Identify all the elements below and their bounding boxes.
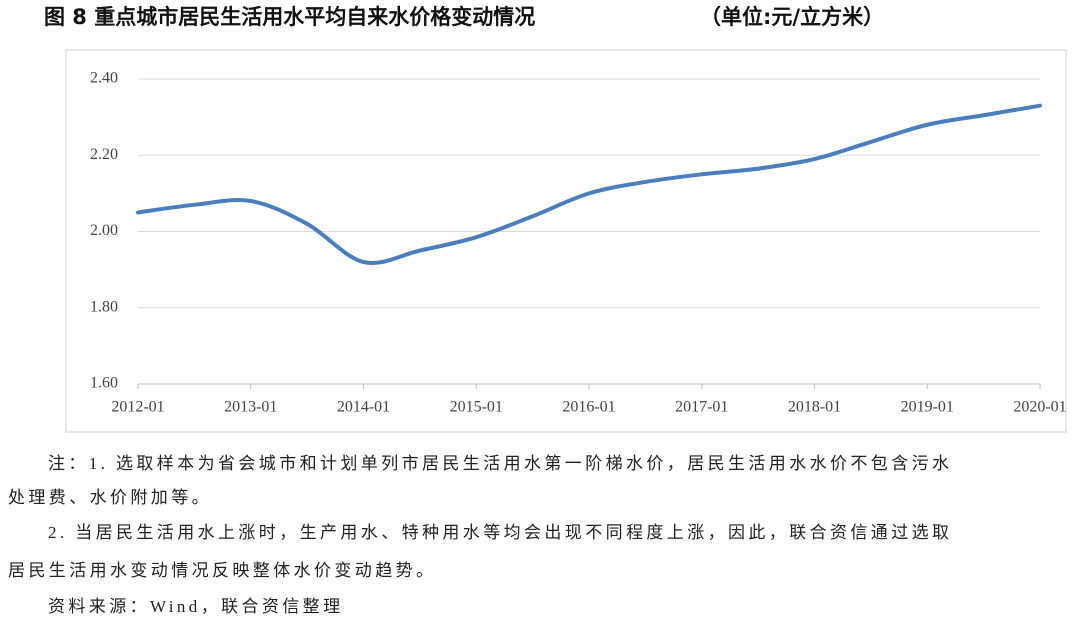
note: 2. 当居民生活用水上涨时，生产用水、特种用水等均会出现不同程度上涨，因此，联合… — [48, 523, 953, 542]
x-tick-label: 2020-01 — [1013, 399, 1066, 416]
chart-frame — [65, 49, 1067, 433]
x-tick-label: 2016-01 — [562, 399, 615, 416]
line-series — [136, 103, 1042, 265]
chart-title: 图 8 重点城市居民生活用水平均自来水价格变动情况 — [44, 5, 535, 29]
note: 处理费、水价附加等。 — [8, 488, 212, 507]
chart-subtitle: （单位:元/立方米） — [700, 5, 884, 29]
chart: 图 8 重点城市居民生活用水平均自来水价格变动情况 （单位:元/立方米） 1.6… — [44, 5, 1067, 433]
y-tick-label: 1.80 — [90, 298, 118, 315]
y-tick-label: 2.00 — [90, 222, 118, 239]
x-tick-label: 2014-01 — [337, 399, 390, 416]
source: 资料来源：Wind，联合资信整理 — [48, 597, 344, 616]
note: 注：1. 选取样本为省会城市和计划单列市居民生活用水第一阶梯水价，居民生活用水水… — [48, 454, 953, 473]
x-tick-label: 2017-01 — [675, 399, 728, 416]
x-tick-label: 2013-01 — [224, 399, 277, 416]
y-tick-label: 2.20 — [90, 146, 118, 163]
x-tick-label: 2015-01 — [450, 399, 503, 416]
x-tick-label: 2019-01 — [901, 399, 954, 416]
y-tick-label: 2.40 — [90, 70, 118, 87]
x-tick-label: 2018-01 — [788, 399, 841, 416]
note: 居民生活用水变动情况反映整体水价变动趋势。 — [8, 561, 437, 580]
y-tick-label: 1.60 — [90, 375, 118, 392]
x-tick-label: 2012-01 — [111, 399, 164, 416]
